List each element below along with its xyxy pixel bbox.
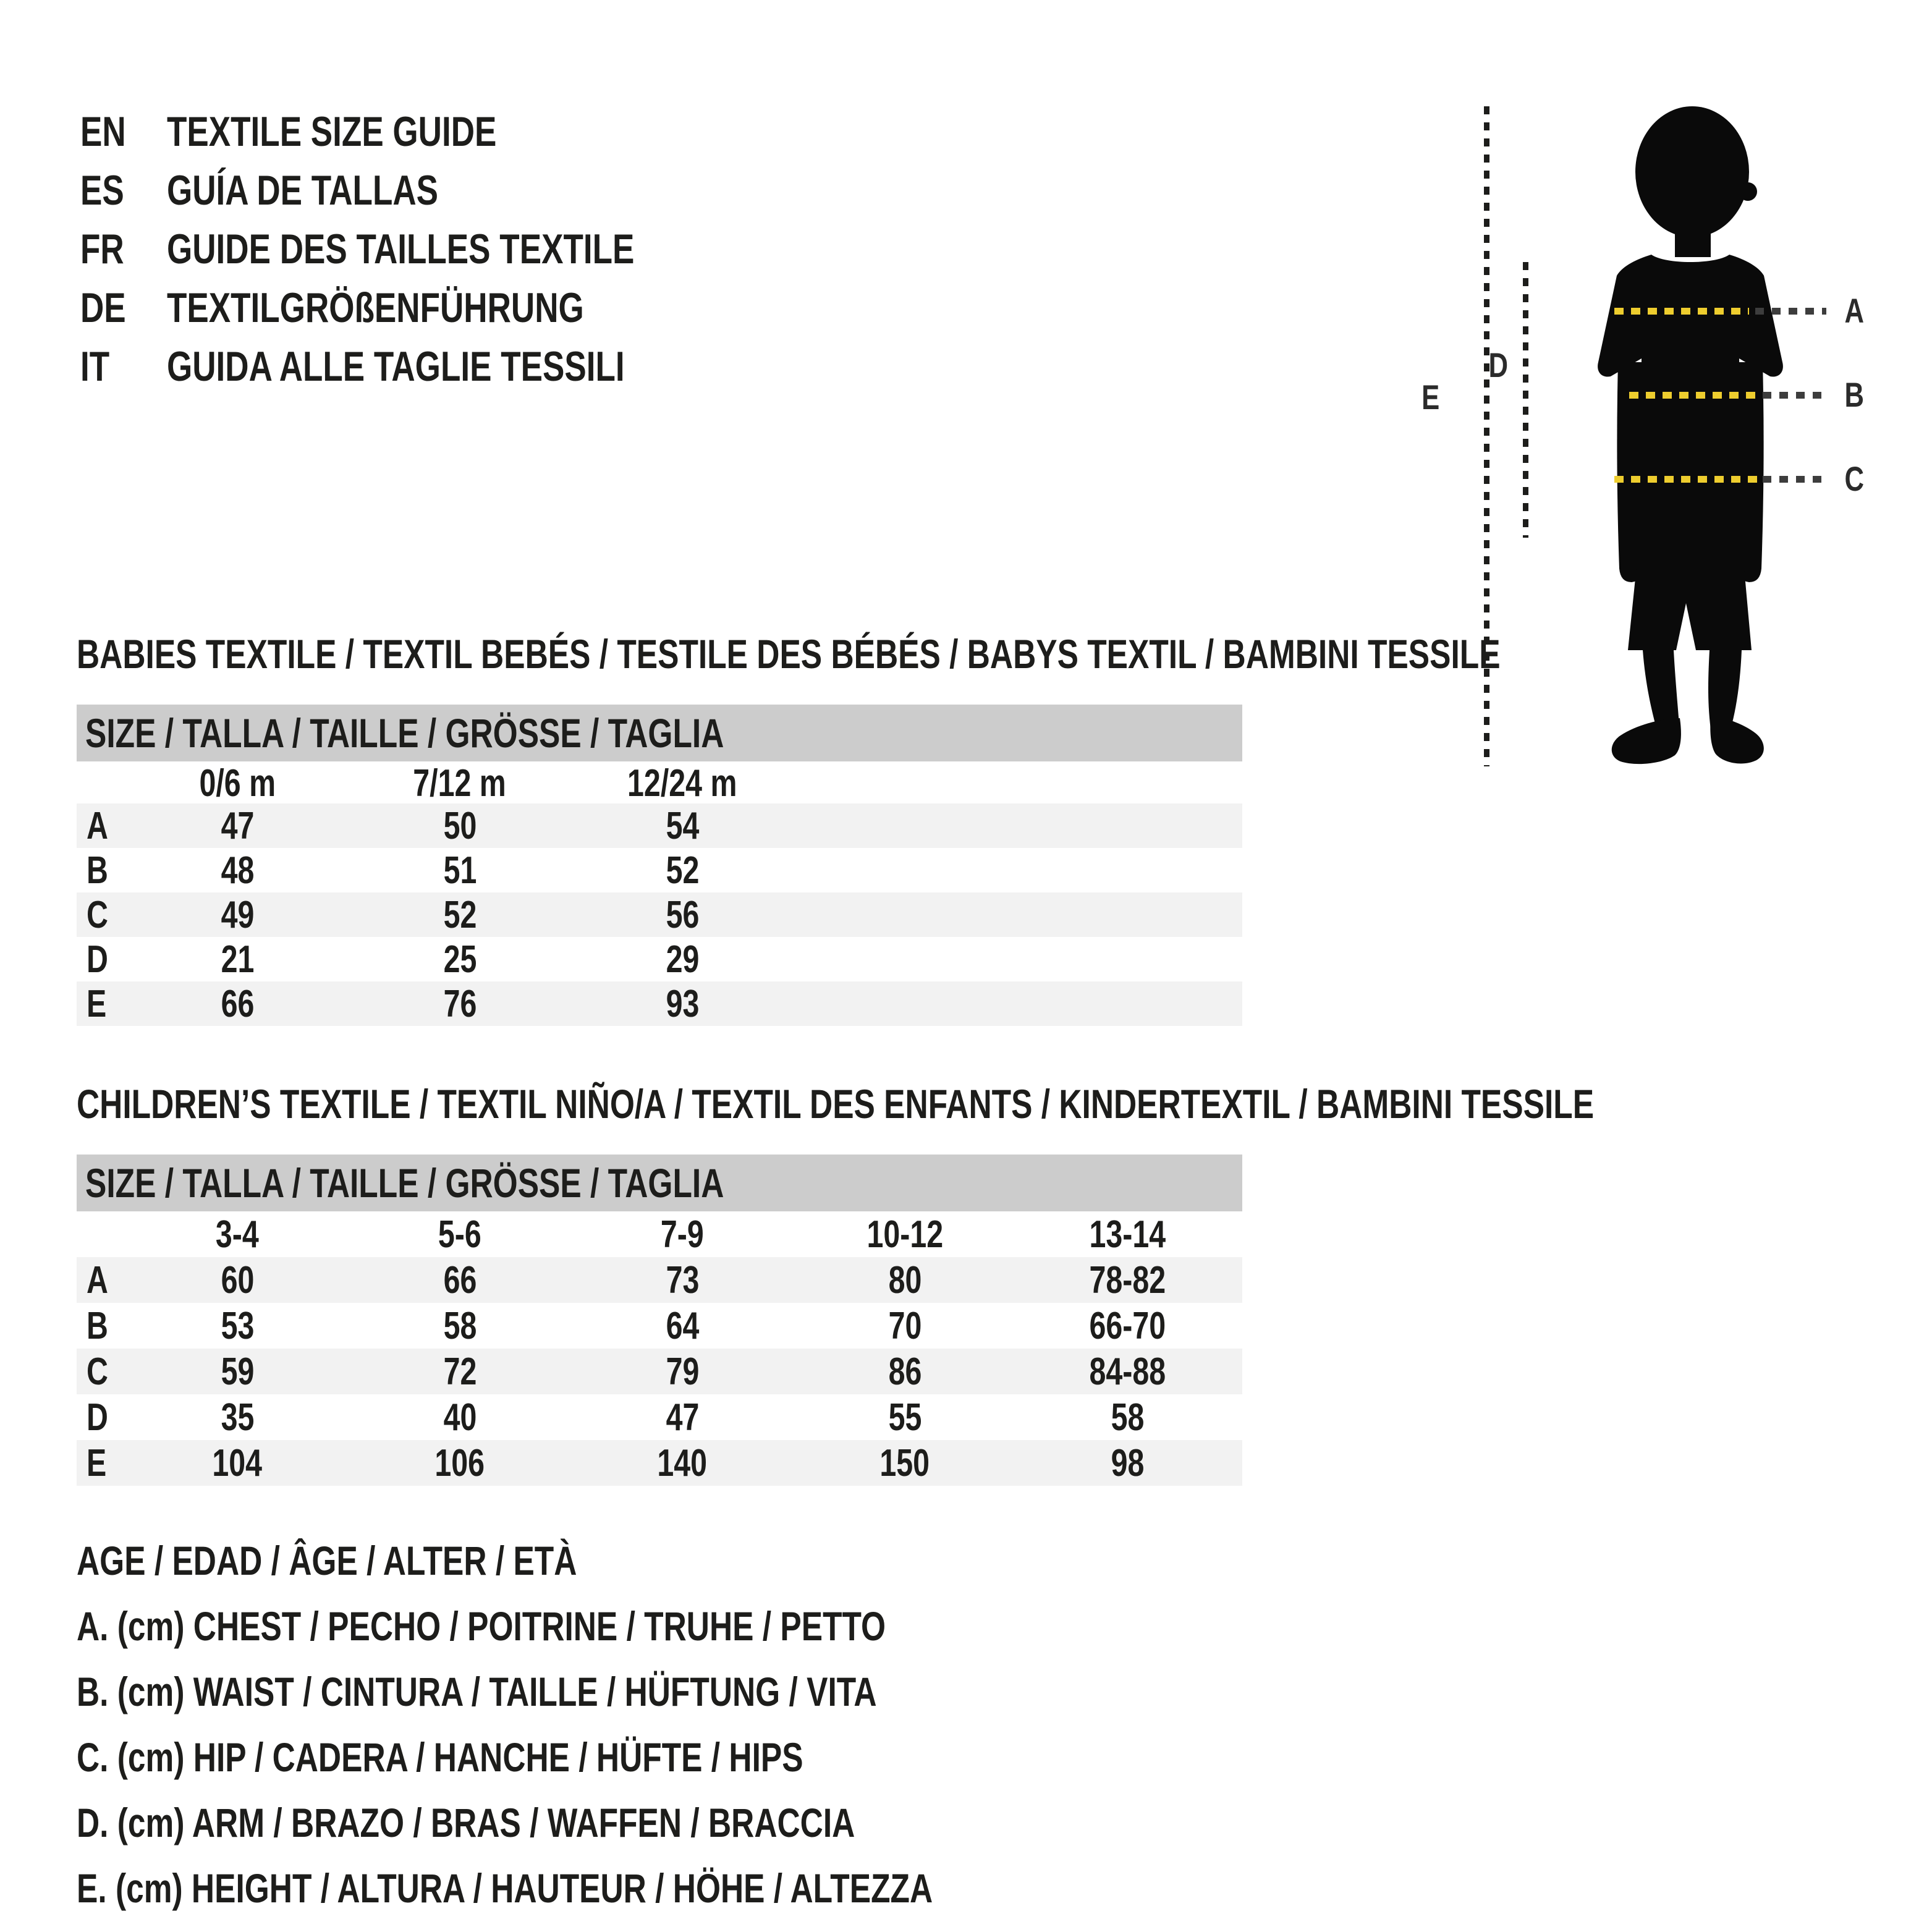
neck-shape xyxy=(1675,230,1711,257)
legend-line-b-waist: B. (cm) WAIST / CINTURA / TAILLE / HÜFTU… xyxy=(77,1669,877,1714)
children-section-title: CHILDREN’S TEXTILE / TEXTIL NIÑO/A / TEX… xyxy=(77,1081,1595,1127)
lang-row-de: DE TEXTILGRÖßENFÜHRUNG xyxy=(80,278,766,337)
measure-label-a: A xyxy=(1844,291,1865,330)
lang-code-en: EN xyxy=(80,108,126,155)
hip-line-c-yellow xyxy=(1614,476,1758,483)
babies-table-row-b: B 48 51 52 xyxy=(87,849,699,892)
children-table-row-e: E 104 106 140 150 98 xyxy=(77,1440,1242,1486)
page-title-fr: GUIDE DES TAILLES TEXTILE xyxy=(167,225,635,273)
babies-col-2: 12/24 m xyxy=(627,762,737,805)
children-table-row-c: C 59 72 79 86 84-88 xyxy=(77,1349,1242,1394)
children-column-header-row: 3-4 5-6 7-9 10-12 13-14 xyxy=(77,1211,1242,1257)
waist-line-b-leader xyxy=(1763,392,1826,399)
page-title-es: GUÍA DE TALLAS xyxy=(167,166,439,214)
waist-line-b-yellow xyxy=(1629,392,1758,399)
lang-code-es: ES xyxy=(80,166,124,214)
chest-line-a-leader xyxy=(1755,308,1826,315)
measurement-legend: AGE / EDAD / ÂGE / ALTER / ETÀ A. (cm) C… xyxy=(77,1528,1174,1921)
lang-row-es: ES GUÍA DE TALLAS xyxy=(80,161,766,219)
babies-column-header-row: 0/6 m 7/12 m 12/24 m xyxy=(77,761,1242,805)
measure-label-d: D xyxy=(1488,345,1509,384)
babies-col-1: 7/12 m xyxy=(413,762,507,805)
page-title-it: GUIDA ALLE TAGLIE TESSILI xyxy=(167,342,625,390)
right-arm-shape xyxy=(1738,362,1764,582)
lang-row-it: IT GUIDA ALLE TAGLIE TESSILI xyxy=(80,337,766,396)
chest-line-a-yellow xyxy=(1614,308,1749,315)
babies-table-row-c: C 49 52 56 xyxy=(77,892,1242,937)
right-shoe-shape xyxy=(1710,716,1764,764)
babies-table-row-a: A 47 50 54 xyxy=(77,803,1242,848)
legend-line-d-arm: D. (cm) ARM / BRAZO / BRAS / WAFFEN / BR… xyxy=(77,1800,855,1845)
height-measure-line-e xyxy=(1484,106,1489,766)
children-size-header-bar: SIZE / TALLA / TAILLE / GRÖSSE / TAGLIA xyxy=(77,1155,1242,1211)
page-title-en: TEXTILE SIZE GUIDE xyxy=(167,108,497,155)
legend-line-age: AGE / EDAD / ÂGE / ALTER / ETÀ xyxy=(77,1538,577,1583)
children-col-0: 3-4 xyxy=(216,1213,259,1256)
left-arm-shape xyxy=(1617,362,1643,582)
lang-code-de: DE xyxy=(80,284,126,331)
children-col-3: 10-12 xyxy=(866,1213,943,1256)
children-col-1: 5-6 xyxy=(438,1213,481,1256)
language-header-block: EN TEXTILE SIZE GUIDE ES GUÍA DE TALLAS … xyxy=(80,102,766,396)
babies-size-header-bar: SIZE / TALLA / TAILLE / GRÖSSE / TAGLIA xyxy=(77,705,1242,761)
children-table-row-a: A 60 66 73 80 78-82 xyxy=(77,1257,1242,1303)
measure-label-e: E xyxy=(1421,378,1440,417)
children-col-2: 7-9 xyxy=(661,1213,704,1256)
lang-row-en: EN TEXTILE SIZE GUIDE xyxy=(80,102,766,161)
babies-table-row-d: D 21 25 29 xyxy=(87,938,699,981)
lang-row-fr: FR GUIDE DES TAILLES TEXTILE xyxy=(80,219,766,278)
page-title-de: TEXTILGRÖßENFÜHRUNG xyxy=(167,284,584,331)
legend-line-e-height: E. (cm) HEIGHT / ALTURA / HAUTEUR / HÖHE… xyxy=(77,1865,933,1911)
lang-code-fr: FR xyxy=(80,225,124,273)
hip-line-c-leader xyxy=(1763,476,1826,483)
children-table-row-b: B 53 58 64 70 66-70 xyxy=(87,1304,1166,1347)
babies-col-0: 0/6 m xyxy=(199,762,276,805)
ear-shape xyxy=(1739,182,1757,201)
head-shape xyxy=(1635,106,1749,237)
legend-line-a-chest: A. (cm) CHEST / PECHO / POITRINE / TRUHE… xyxy=(77,1603,886,1649)
measure-label-c: C xyxy=(1844,459,1865,498)
child-silhouette-figure xyxy=(1588,93,1811,773)
babies-section-title: BABIES TEXTILE / TEXTIL BEBÉS / TESTILE … xyxy=(77,631,1501,677)
legend-line-c-hip: C. (cm) HIP / CADERA / HANCHE / HÜFTE / … xyxy=(77,1734,803,1780)
arm-measure-line-d xyxy=(1523,262,1528,538)
right-leg-shape xyxy=(1708,650,1742,729)
children-table-row-d: D 35 40 47 55 58 xyxy=(87,1396,1144,1439)
shorts-shape xyxy=(1628,554,1752,650)
left-shoe-shape xyxy=(1611,718,1681,765)
lang-code-it: IT xyxy=(80,342,110,390)
left-leg-shape xyxy=(1643,650,1680,732)
babies-table-row-e: E 66 76 93 xyxy=(77,981,1242,1026)
measure-label-b: B xyxy=(1844,375,1865,414)
children-col-4: 13-14 xyxy=(1089,1213,1166,1256)
